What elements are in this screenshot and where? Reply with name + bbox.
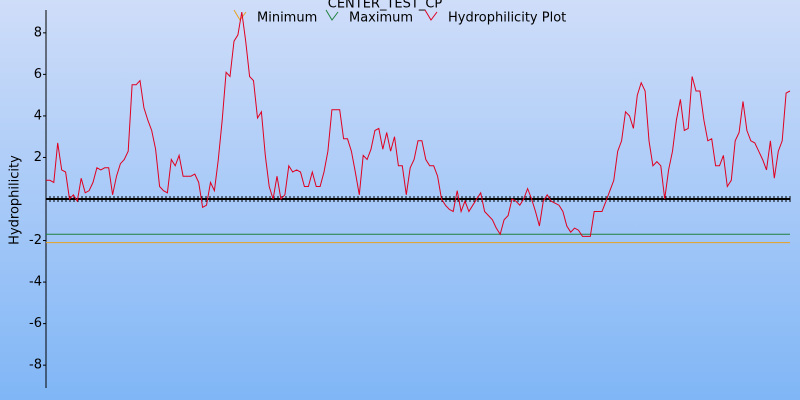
legend-label: Hydrophilicity Plot xyxy=(448,11,566,26)
legend-icon xyxy=(424,9,438,21)
y-tick-label: -2 xyxy=(29,233,42,248)
legend-label: Minimum xyxy=(257,11,317,26)
legend-icon xyxy=(325,9,339,21)
chart-title: CENTER_TEST_CP xyxy=(328,0,443,12)
y-tick-label: 2 xyxy=(34,150,42,165)
y-tick-label: 6 xyxy=(34,67,42,82)
y-tick-label: 4 xyxy=(34,108,42,123)
y-axis-label: Hydrophilicity xyxy=(8,155,23,245)
data-line xyxy=(46,12,791,237)
legend-label: Maximum xyxy=(349,11,413,26)
y-tick-label: 8 xyxy=(34,25,42,40)
y-tick-label: -8 xyxy=(29,358,42,373)
y-tick-label: -6 xyxy=(29,316,42,331)
y-tick-label: -4 xyxy=(29,275,42,290)
